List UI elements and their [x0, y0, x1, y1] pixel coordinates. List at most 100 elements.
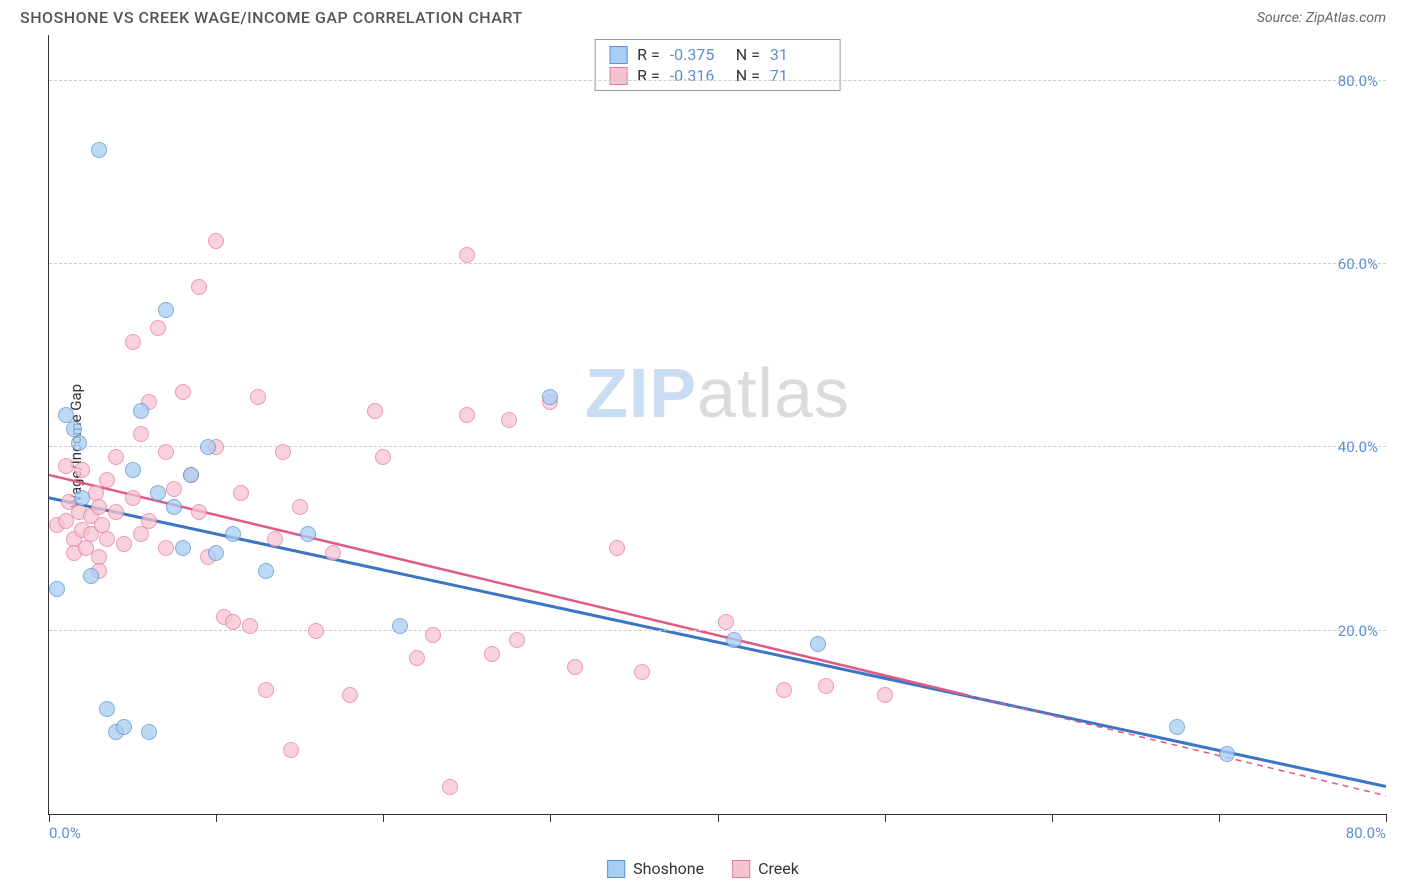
data-point: [1219, 746, 1235, 762]
data-point: [200, 439, 216, 455]
data-point: [509, 632, 525, 648]
data-point: [308, 623, 324, 639]
legend-item-creek: Creek: [732, 859, 799, 878]
data-point: [776, 682, 792, 698]
x-tick: [718, 814, 719, 822]
source-text: Source: ZipAtlas.com: [1257, 10, 1386, 26]
data-point: [99, 531, 115, 547]
data-point: [233, 485, 249, 501]
data-point: [501, 412, 517, 428]
y-tick-label: 40.0%: [1338, 438, 1378, 456]
data-point: [108, 449, 124, 465]
data-point: [74, 462, 90, 478]
data-point: [71, 435, 87, 451]
y-tick-label: 20.0%: [1338, 622, 1378, 640]
x-tick: [216, 814, 217, 822]
y-tick-label: 80.0%: [1338, 72, 1378, 90]
gridline: [49, 80, 1386, 81]
data-point: [125, 462, 141, 478]
shoshone-legend-swatch-icon: [607, 860, 625, 878]
data-point: [392, 618, 408, 634]
data-point: [191, 504, 207, 520]
data-point: [208, 233, 224, 249]
data-point: [183, 467, 199, 483]
creek-legend-label: Creek: [758, 859, 799, 878]
data-point: [300, 526, 316, 542]
data-point: [409, 650, 425, 666]
data-point: [442, 779, 458, 795]
y-tick-label: 60.0%: [1338, 255, 1378, 273]
data-point: [141, 513, 157, 529]
data-point: [425, 627, 441, 643]
data-point: [818, 678, 834, 694]
data-point: [158, 540, 174, 556]
data-point: [166, 499, 182, 515]
scatter-chart: ZIPatlas R = -0.375 N = 31 R = -0.316 N …: [48, 35, 1386, 815]
data-point: [342, 687, 358, 703]
data-point: [1169, 719, 1185, 735]
data-point: [325, 545, 341, 561]
x-tick: [383, 814, 384, 822]
trendlines-svg: [49, 35, 1386, 814]
data-point: [133, 403, 149, 419]
data-point: [609, 540, 625, 556]
data-point: [208, 545, 224, 561]
data-point: [459, 407, 475, 423]
data-point: [267, 531, 283, 547]
data-point: [718, 614, 734, 630]
data-point: [225, 614, 241, 630]
data-point: [125, 334, 141, 350]
x-tick-label: 0.0%: [49, 824, 81, 842]
data-point: [125, 490, 141, 506]
data-point: [91, 499, 107, 515]
data-point: [99, 472, 115, 488]
data-point: [810, 636, 826, 652]
data-point: [141, 724, 157, 740]
data-point: [191, 279, 207, 295]
data-point: [99, 701, 115, 717]
data-point: [459, 247, 475, 263]
data-point: [726, 632, 742, 648]
chart-title: SHOSHONE VS CREEK WAGE/INCOME GAP CORREL…: [20, 8, 523, 27]
data-point: [166, 481, 182, 497]
x-tick: [1386, 814, 1387, 822]
data-point: [258, 682, 274, 698]
data-point: [275, 444, 291, 460]
x-tick: [49, 814, 50, 822]
data-point: [83, 568, 99, 584]
data-point: [116, 719, 132, 735]
x-tick: [1219, 814, 1220, 822]
x-tick-label: 80.0%: [1346, 824, 1386, 842]
data-point: [108, 504, 124, 520]
data-point: [49, 581, 65, 597]
data-point: [258, 563, 274, 579]
data-point: [116, 536, 132, 552]
gridline: [49, 446, 1386, 447]
data-point: [74, 490, 90, 506]
creek-legend-swatch-icon: [732, 860, 750, 878]
data-point: [91, 142, 107, 158]
data-point: [158, 302, 174, 318]
data-point: [58, 458, 74, 474]
data-point: [484, 646, 500, 662]
data-point: [225, 526, 241, 542]
x-tick: [550, 814, 551, 822]
data-point: [375, 449, 391, 465]
data-point: [877, 687, 893, 703]
data-point: [158, 444, 174, 460]
data-point: [133, 426, 149, 442]
x-tick: [1052, 814, 1053, 822]
data-point: [175, 384, 191, 400]
gridline: [49, 263, 1386, 264]
x-tick: [885, 814, 886, 822]
data-point: [175, 540, 191, 556]
data-point: [150, 320, 166, 336]
data-point: [250, 389, 266, 405]
shoshone-legend-label: Shoshone: [633, 859, 704, 878]
data-point: [292, 499, 308, 515]
data-point: [133, 526, 149, 542]
data-point: [242, 618, 258, 634]
data-point: [283, 742, 299, 758]
data-point: [542, 389, 558, 405]
data-point: [567, 659, 583, 675]
